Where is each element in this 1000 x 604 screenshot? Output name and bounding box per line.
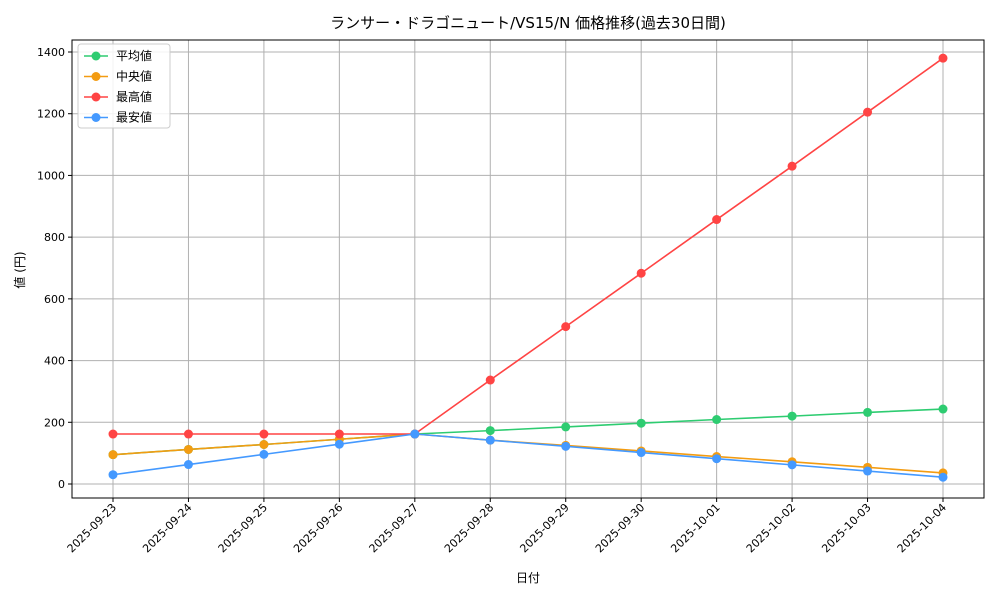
legend-label: 最高値 [116, 89, 152, 104]
chart-title: ランサー・ドラゴニュート/VS15/N 価格推移(過去30日間) [330, 14, 726, 32]
x-tick-label: 2025-09-29 [517, 501, 571, 555]
legend-marker [91, 92, 101, 102]
data-point [183, 460, 193, 470]
data-point [561, 441, 571, 451]
y-tick-label: 600 [44, 293, 65, 306]
x-tick-label: 2025-09-28 [442, 501, 496, 555]
legend-label: 平均値 [116, 48, 152, 63]
x-tick-label: 2025-09-25 [216, 501, 270, 555]
y-tick-label: 400 [44, 355, 65, 368]
plot-frame [71, 39, 985, 499]
x-tick-label: 2025-09-26 [291, 501, 345, 555]
x-tick-label: 2025-10-02 [744, 501, 798, 555]
data-point [863, 107, 873, 117]
x-tick-label: 2025-09-23 [65, 501, 119, 555]
series-line [112, 408, 944, 456]
data-point [938, 53, 948, 63]
data-point [108, 450, 118, 460]
data-point [712, 215, 722, 225]
y-tick-label: 1400 [37, 46, 65, 59]
legend-marker [91, 51, 101, 61]
data-point [108, 470, 118, 480]
data-point [636, 268, 646, 278]
y-tick-label: 1000 [37, 169, 65, 182]
data-point [485, 426, 495, 436]
legend-marker [91, 113, 101, 122]
data-point [636, 418, 646, 428]
data-point [183, 444, 193, 454]
x-tick-label: 2025-10-04 [895, 501, 949, 555]
x-tick-label: 2025-09-24 [140, 501, 194, 555]
data-point [259, 449, 269, 459]
data-point [636, 448, 646, 458]
x-tick-label: 2025-09-30 [593, 501, 647, 555]
data-point [485, 375, 495, 385]
y-tick-label: 1200 [37, 108, 65, 121]
data-point [183, 429, 193, 439]
data-point [561, 422, 571, 432]
y-tick-label: 800 [44, 231, 65, 244]
data-point [938, 472, 948, 482]
y-axis-label: 値 (円) [12, 251, 27, 288]
data-point [787, 411, 797, 421]
data-point [108, 429, 118, 439]
x-tick-label: 2025-10-03 [819, 501, 873, 555]
data-point [787, 460, 797, 470]
data-point [787, 161, 797, 171]
data-point [334, 439, 344, 449]
data-point [712, 454, 722, 464]
data-point [410, 429, 420, 439]
data-point [561, 322, 571, 332]
y-tick-label: 0 [58, 478, 65, 491]
legend-label: 最安値 [116, 110, 152, 125]
y-tick-label: 200 [44, 416, 65, 429]
legend-label: 中央値 [116, 69, 152, 84]
x-tick-label: 2025-10-01 [668, 501, 722, 555]
series-line [112, 433, 944, 479]
data-point [334, 429, 344, 439]
x-axis-label: 日付 [516, 571, 540, 585]
data-point [938, 404, 948, 414]
legend-box [77, 43, 171, 129]
data-point [259, 440, 269, 450]
data-point [712, 415, 722, 425]
data-point [863, 407, 873, 417]
data-point [259, 429, 269, 439]
x-tick-label: 2025-09-27 [367, 501, 421, 555]
series-line [113, 57, 944, 435]
legend-marker [91, 72, 101, 81]
data-point [863, 466, 873, 476]
data-point [485, 435, 495, 445]
